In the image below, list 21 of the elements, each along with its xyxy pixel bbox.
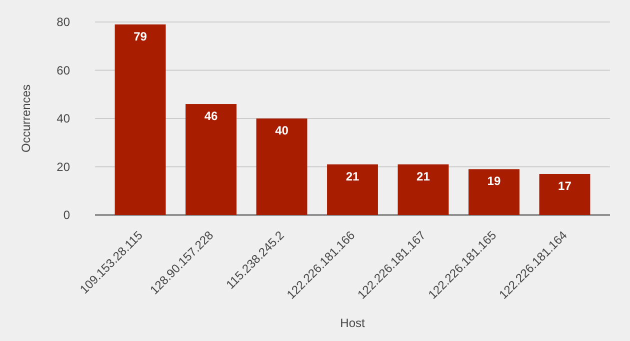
x-axis-title: Host [340, 316, 366, 330]
y-tick-label: 20 [56, 160, 70, 174]
data-label: 46 [204, 109, 218, 124]
y-tick-label: 40 [56, 112, 70, 126]
bar [256, 118, 308, 215]
bar [398, 164, 449, 215]
data-label: 21 [416, 169, 430, 184]
y-tick-label: 80 [56, 15, 70, 30]
bar [186, 104, 236, 215]
data-label: 79 [134, 29, 148, 44]
data-label: 17 [558, 178, 572, 193]
data-label: 21 [346, 169, 360, 184]
bar [327, 164, 378, 215]
y-tick-label: 60 [56, 63, 70, 78]
data-label: 19 [487, 174, 501, 188]
y-axis-title: Occurrences [19, 84, 33, 153]
bar [114, 24, 166, 215]
bar [539, 174, 590, 215]
y-tick-label: 0 [63, 208, 70, 222]
data-label: 40 [275, 124, 289, 138]
bar [468, 169, 520, 215]
